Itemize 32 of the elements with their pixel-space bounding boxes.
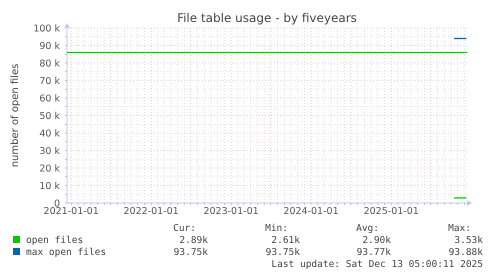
text: 93.77k bbox=[356, 247, 392, 258]
y-tick-label: 30 k bbox=[39, 146, 60, 157]
y-tick-label: 80 k bbox=[39, 58, 60, 70]
x-tick-label: 2022-01-01 bbox=[124, 206, 179, 217]
legend-label: open files bbox=[26, 235, 84, 246]
text: Max: bbox=[448, 223, 471, 234]
x-tick-label: 2025-01-01 bbox=[364, 206, 419, 217]
text: 3.53k bbox=[454, 235, 484, 246]
y-tick-label: 70 k bbox=[39, 76, 60, 87]
text: Cur: bbox=[173, 223, 196, 234]
y-tick-label: 10 k bbox=[39, 181, 60, 192]
text: 93.75k bbox=[174, 247, 208, 258]
y-tick-label: 60 k bbox=[39, 94, 60, 104]
x-tick-label: 2023-01-01 bbox=[203, 206, 259, 217]
y-axis-title: number of open files bbox=[10, 64, 21, 168]
text: 2.89k bbox=[179, 235, 208, 246]
y-tick-label: 50 k bbox=[39, 111, 60, 122]
text: 2.90k bbox=[362, 235, 392, 246]
chart-title: File table usage - by fiveyears bbox=[177, 11, 357, 25]
y-tick-label: 40 k bbox=[39, 128, 60, 140]
y-tick-label: 90 k bbox=[39, 41, 60, 52]
text: 93.88k bbox=[448, 247, 484, 258]
x-tick-label: 2021-01-01 bbox=[44, 206, 99, 217]
text: Min: bbox=[265, 223, 288, 234]
text: 2.61k bbox=[271, 235, 300, 246]
text: Avg: bbox=[356, 223, 379, 234]
text: Last update: Sat Dec 13 05:00:11 2025 bbox=[271, 259, 483, 270]
y-tick-label: 20 k bbox=[39, 164, 60, 174]
text: 93.75k bbox=[266, 247, 300, 258]
x-tick-label: 2024-01-01 bbox=[283, 206, 339, 217]
y-tick-label: 100 k bbox=[33, 24, 60, 34]
legend-label: max open files bbox=[26, 247, 106, 258]
